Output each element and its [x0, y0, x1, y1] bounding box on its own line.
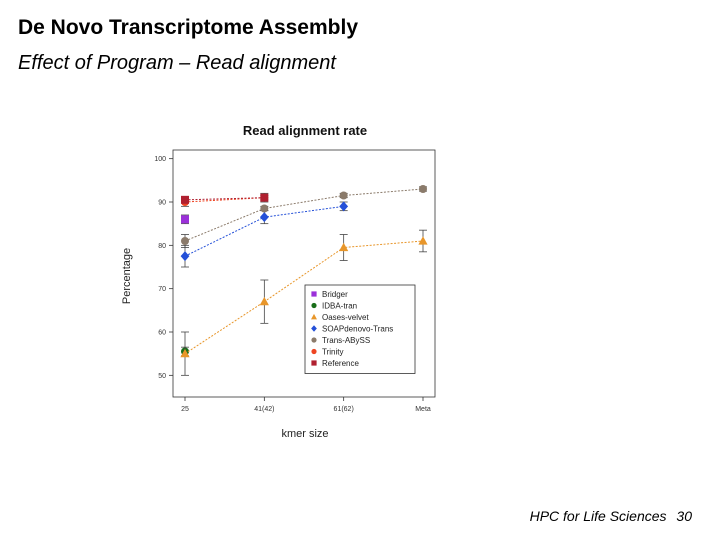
point-trans-abyss — [260, 204, 269, 213]
legend-label-soapdenovo-trans: SOAPdenovo-Trans — [322, 325, 393, 334]
series-line-trans-abyss — [184, 188, 424, 242]
legend-marker-reference — [311, 360, 317, 366]
x-tick-label: Meta — [415, 406, 431, 413]
point-trans-abyss — [419, 185, 427, 193]
legend-marker-idba-tran — [311, 302, 317, 309]
y-tick-label: 80 — [158, 243, 166, 250]
x-tick-label: 41(42) — [254, 406, 274, 413]
y-tick-label: 90 — [158, 200, 166, 207]
point-reference — [260, 193, 269, 202]
point-oases-velvet — [180, 348, 190, 358]
legend-box — [304, 284, 416, 374]
series-line-reference — [184, 197, 265, 201]
slide-subtitle: Effect of Program – Read alignment — [18, 52, 336, 74]
x-tick-label: 25 — [181, 406, 189, 413]
legend-marker-trinity — [311, 348, 317, 355]
point-oases-velvet — [339, 242, 349, 252]
point-trans-abyss — [181, 237, 189, 245]
y-tick-label: 60 — [158, 330, 166, 337]
legend-marker-trans-abyss — [311, 337, 317, 343]
read-alignment-chart: Read alignment rate Percentage kmer size… — [121, 123, 436, 440]
series-line-oases-velvet — [184, 240, 424, 355]
point-soapdenovo-trans — [339, 201, 349, 212]
y-tick-label: 70 — [158, 286, 166, 293]
legend-label-idba-tran: IDBA-tran — [322, 302, 357, 311]
point-reference — [181, 195, 189, 204]
page-number: 30 — [676, 508, 692, 524]
plot-frame — [172, 149, 436, 398]
point-soapdenovo-trans — [259, 212, 269, 223]
slide-footer: HPC for Life Sciences 30 — [530, 508, 692, 524]
point-oases-velvet — [418, 236, 428, 245]
legend-label-bridger: Bridger — [322, 290, 348, 299]
y-tick-label: 50 — [158, 373, 166, 380]
y-axis-label: Percentage — [121, 248, 133, 304]
x-axis-label: kmer size — [281, 428, 328, 440]
legend-label-reference: Reference — [322, 359, 359, 368]
legend-marker-soapdenovo-trans — [311, 325, 317, 332]
point-trans-abyss — [339, 191, 348, 200]
point-oases-velvet — [259, 296, 269, 306]
legend-label-trans-abyss: Trans-ABySS — [322, 336, 370, 345]
slide-title: De Novo Transcriptome Assembly — [18, 16, 358, 39]
point-bridger — [181, 215, 189, 224]
chart-title: Read alignment rate — [243, 123, 367, 138]
series-line-trinity — [184, 197, 265, 203]
legend-marker-oases-velvet — [311, 313, 317, 320]
legend-label-trinity: Trinity — [322, 348, 343, 357]
point-soapdenovo-trans — [180, 251, 190, 262]
x-tick-label: 61(62) — [334, 406, 354, 413]
footer-text: HPC for Life Sciences — [529, 508, 667, 524]
legend-marker-bridger — [311, 291, 317, 297]
y-tick-label: 100 — [154, 156, 166, 163]
legend-label-oases-velvet: Oases-velvet — [322, 313, 369, 322]
